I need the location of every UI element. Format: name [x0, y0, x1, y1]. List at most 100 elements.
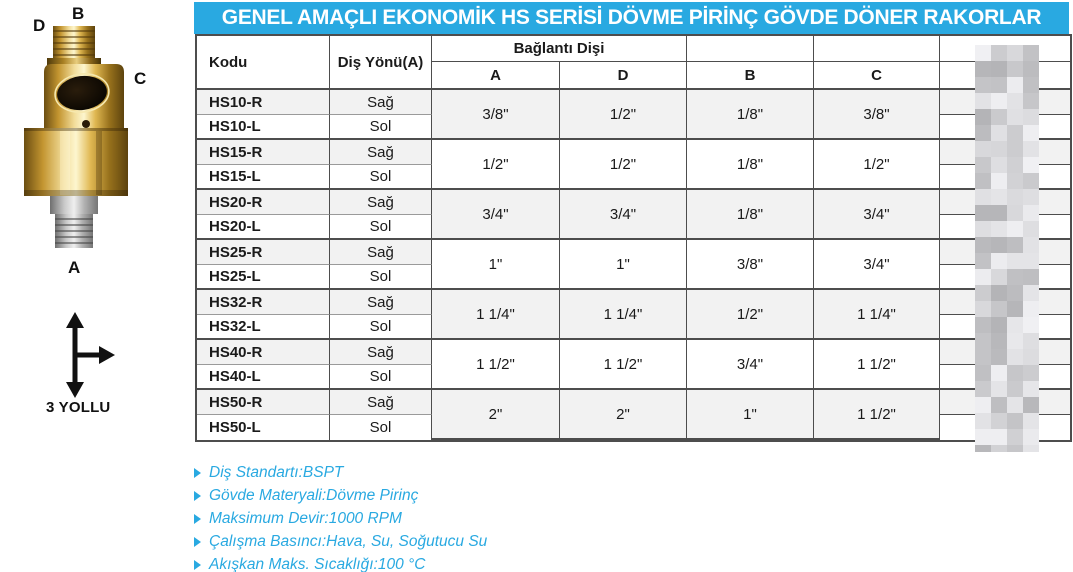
value-cell-c: 1 1/4"	[814, 290, 941, 340]
value-cell-b: 1/8"	[687, 90, 815, 140]
code-cell: HS20-R	[197, 190, 330, 215]
note-item: Maksimum Devir:1000 RPM	[194, 507, 694, 530]
value-cell-a: 2"	[432, 390, 560, 440]
bullet-triangle-icon	[194, 467, 201, 478]
three-way-arrow-icon	[55, 312, 117, 398]
col-header-baglanti-disi: Bağlantı Dişi	[432, 36, 688, 62]
value-cell-b: 3/4"	[687, 340, 815, 390]
col-header-b: B	[687, 62, 815, 90]
code-cell: HS15-L	[197, 165, 330, 190]
value-cell-a: 3/4"	[432, 190, 560, 240]
note-item: Çalışma Basıncı:Hava, Su, Soğutucu Su	[194, 530, 694, 553]
code-cell: HS15-R	[197, 140, 330, 165]
note-text: Çalışma Basıncı:Hava, Su, Soğutucu Su	[209, 532, 488, 550]
code-cell: HS10-L	[197, 115, 330, 140]
table-row: HS10-R Sağ 3/8" 1/2" 1/8" 3/8"	[197, 90, 1071, 140]
value-cell-d: 1/2"	[560, 140, 688, 190]
spec-notes: Diş Standartı:BSPT Gövde Materyali:Dövme…	[194, 461, 694, 572]
bullet-triangle-icon	[194, 559, 201, 570]
code-cell: HS25-L	[197, 265, 330, 290]
value-cell-d: 3/4"	[560, 190, 688, 240]
value-cell-d: 1 1/4"	[560, 290, 688, 340]
value-cell-c: 3/8"	[814, 90, 941, 140]
col-header-c: C	[814, 62, 941, 90]
code-cell: HS40-L	[197, 365, 330, 390]
diagram-label: 3 YOLLU	[46, 399, 111, 416]
direction-cell: Sağ	[330, 90, 432, 115]
code-cell: HS25-R	[197, 240, 330, 265]
note-text: Maksimum Devir:1000 RPM	[209, 509, 402, 527]
product-photo: D B C A	[0, 0, 190, 290]
col-header-empty-over-c	[814, 36, 941, 62]
table-row: HS40-R Sağ 1 1/2" 1 1/2" 3/4" 1 1/2"	[197, 340, 1071, 390]
spec-table-container: Kodu Diş Yönü(A) Bağlantı Dişi A D B C	[195, 34, 1073, 452]
port-label-c: C	[134, 69, 147, 88]
value-cell-a: 1 1/2"	[432, 340, 560, 390]
brass-fitting-illustration	[24, 26, 128, 248]
bullet-triangle-icon	[194, 536, 201, 547]
code-cell: HS50-R	[197, 390, 330, 415]
direction-cell: Sağ	[330, 290, 432, 315]
value-cell-d: 1"	[560, 240, 688, 290]
code-cell: HS32-R	[197, 290, 330, 315]
note-item: Akışkan Maks. Sıcaklığı:100 °C	[194, 553, 694, 572]
bullet-triangle-icon	[194, 513, 201, 524]
col-header-a: A	[432, 62, 560, 90]
value-cell-a: 3/8"	[432, 90, 560, 140]
table-row: HS25-R Sağ 1" 1" 3/8" 3/4"	[197, 240, 1071, 290]
value-cell-b: 1/8"	[687, 190, 815, 240]
value-cell-b: 1/8"	[687, 140, 815, 190]
col-header-empty-over-b	[687, 36, 815, 62]
note-text: Gövde Materyali:Dövme Pirinç	[209, 486, 419, 504]
note-text: Akışkan Maks. Sıcaklığı:100 °C	[209, 555, 426, 572]
direction-cell: Sol	[330, 165, 432, 190]
value-cell-c: 1 1/2"	[814, 390, 941, 440]
direction-cell: Sağ	[330, 190, 432, 215]
note-item: Diş Standartı:BSPT	[194, 461, 694, 484]
code-cell: HS32-L	[197, 315, 330, 340]
direction-cell: Sağ	[330, 240, 432, 265]
table-row: HS20-R Sağ 3/4" 3/4" 1/8" 3/4"	[197, 190, 1071, 240]
code-cell: HS50-L	[197, 415, 330, 440]
header-row-sub: A D B C	[197, 62, 1071, 90]
port-label-d: D	[33, 16, 46, 35]
value-cell-d: 1 1/2"	[560, 340, 688, 390]
value-cell-b: 3/8"	[687, 240, 815, 290]
code-cell: HS40-R	[197, 340, 330, 365]
value-cell-a: 1/2"	[432, 140, 560, 190]
direction-cell: Sağ	[330, 140, 432, 165]
direction-cell: Sağ	[330, 390, 432, 415]
direction-cell: Sol	[330, 315, 432, 340]
col-header-kodu: Kodu	[197, 36, 330, 90]
note-text: Diş Standartı:BSPT	[209, 463, 344, 481]
table-row: HS32-R Sağ 1 1/4" 1 1/4" 1/2" 1 1/4"	[197, 290, 1071, 340]
header-row-top: Kodu Diş Yönü(A) Bağlantı Dişi	[197, 36, 1071, 90]
value-cell-c: 3/4"	[814, 190, 941, 240]
code-cell: HS20-L	[197, 215, 330, 240]
direction-cell: Sol	[330, 365, 432, 390]
value-cell-a: 1"	[432, 240, 560, 290]
port-label-b: B	[72, 4, 85, 23]
page-title: GENEL AMAÇLI EKONOMİK HS SERİSİ DÖVME Pİ…	[194, 2, 1069, 34]
value-cell-c: 3/4"	[814, 240, 941, 290]
col-header-dis-yonu: Diş Yönü(A)	[330, 36, 432, 90]
value-cell-b: 1/2"	[687, 290, 815, 340]
value-cell-d: 1/2"	[560, 90, 688, 140]
value-cell-c: 1 1/2"	[814, 340, 941, 390]
code-cell: HS10-R	[197, 90, 330, 115]
table-row: HS20-L Sol	[197, 215, 1071, 240]
port-label-a: A	[68, 258, 81, 277]
direction-cell: Sağ	[330, 340, 432, 365]
spec-table: Kodu Diş Yönü(A) Bağlantı Dişi A D B C	[195, 34, 1073, 442]
value-cell-b: 1"	[687, 390, 815, 440]
value-cell-c: 1/2"	[814, 140, 941, 190]
table-row: HS15-R Sağ 1/2" 1/2" 1/8" 1/2"	[197, 140, 1071, 190]
direction-cell: Sol	[330, 415, 432, 440]
value-cell-d: 2"	[560, 390, 688, 440]
direction-cell: Sol	[330, 215, 432, 240]
note-item: Gövde Materyali:Dövme Pirinç	[194, 484, 694, 507]
col-header-d: D	[560, 62, 688, 90]
redacted-price-column	[975, 45, 1039, 452]
table-row: HS50-R Sağ 2" 2" 1" 1 1/2"	[197, 390, 1071, 440]
